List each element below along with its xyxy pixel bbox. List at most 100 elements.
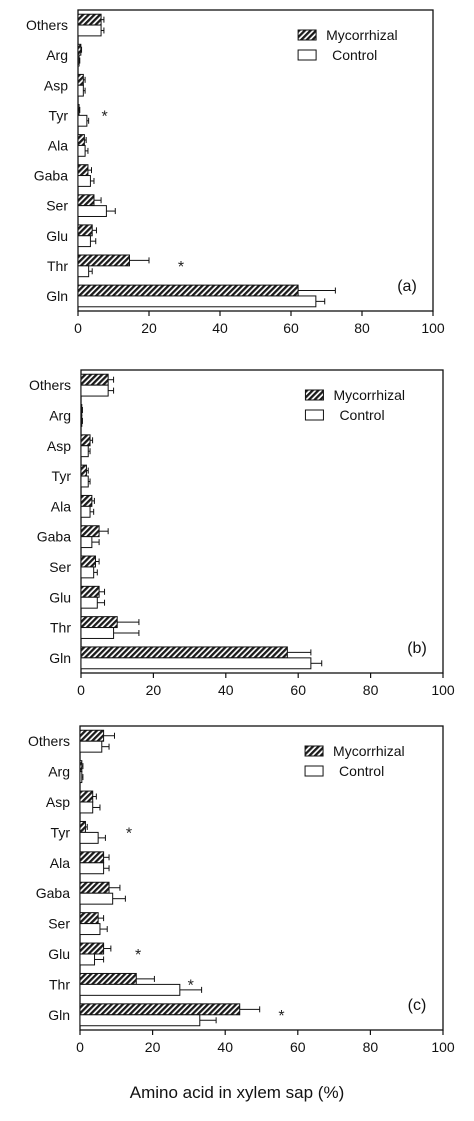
control-bar bbox=[80, 536, 93, 549]
control-bar bbox=[77, 54, 80, 67]
category-label: Thr bbox=[50, 620, 71, 636]
category-label: Glu bbox=[46, 228, 68, 244]
x-tick-label: 100 bbox=[421, 320, 445, 336]
category-label: Others bbox=[28, 733, 70, 749]
x-axis-title: Amino acid in xylem sap (%) bbox=[129, 1083, 345, 1102]
control-bar bbox=[80, 384, 109, 397]
control-bar bbox=[80, 596, 98, 609]
category-label: Gaba bbox=[37, 529, 71, 545]
significance-marker: * bbox=[126, 825, 132, 842]
control-bar bbox=[77, 114, 88, 127]
legend-swatch-mycorrhizal bbox=[304, 745, 324, 757]
panel-label: (b) bbox=[407, 640, 427, 657]
category-label: Ser bbox=[46, 198, 68, 214]
mycorrhizal-bar bbox=[79, 820, 86, 833]
mycorrhizal-bar bbox=[79, 972, 137, 985]
legend-label-mycorrhizal: Mycorrhizal bbox=[333, 387, 405, 403]
mycorrhizal-bar bbox=[80, 404, 83, 416]
x-tick-label: 60 bbox=[290, 682, 306, 698]
category-label: Others bbox=[26, 17, 68, 33]
mycorrhizal-bar bbox=[79, 760, 83, 773]
mycorrhizal-bar bbox=[77, 254, 130, 267]
legend-swatch-control bbox=[304, 765, 324, 777]
control-bar bbox=[79, 862, 105, 875]
x-tick-label: 100 bbox=[431, 1039, 455, 1055]
x-tick-label: 20 bbox=[145, 1039, 161, 1055]
mycorrhizal-bar bbox=[79, 942, 105, 955]
mycorrhizal-bar bbox=[80, 525, 100, 538]
x-tick-label: 60 bbox=[283, 320, 299, 336]
category-label: Asp bbox=[44, 77, 68, 93]
category-label: Tyr bbox=[51, 824, 71, 840]
mycorrhizal-bar bbox=[80, 373, 109, 386]
legend-label-control: Control bbox=[339, 407, 384, 423]
legend-swatch-control bbox=[304, 409, 324, 421]
legend-label-control: Control bbox=[339, 763, 384, 779]
control-bar bbox=[80, 657, 312, 670]
control-bar bbox=[77, 205, 107, 217]
control-bar bbox=[80, 566, 95, 579]
mycorrhizal-bar bbox=[77, 13, 102, 26]
x-tick-label: 80 bbox=[363, 682, 379, 698]
x-tick-label: 100 bbox=[431, 682, 455, 698]
control-bar bbox=[77, 24, 102, 37]
mycorrhizal-bar bbox=[79, 1003, 241, 1016]
category-label: Ala bbox=[48, 137, 68, 153]
mycorrhizal-bar bbox=[79, 851, 105, 864]
category-label: Gaba bbox=[36, 885, 70, 901]
category-label: Gln bbox=[49, 650, 71, 666]
control-bar bbox=[77, 175, 91, 187]
control-bar bbox=[79, 892, 114, 905]
control-bar bbox=[79, 983, 181, 996]
category-label: Glu bbox=[48, 946, 70, 962]
mycorrhizal-bar bbox=[80, 585, 100, 598]
mycorrhizal-bar bbox=[80, 434, 91, 447]
control-bar bbox=[80, 414, 83, 427]
control-bar bbox=[77, 295, 317, 308]
control-bar bbox=[79, 953, 96, 966]
category-label: Thr bbox=[47, 258, 68, 274]
x-tick-label: 0 bbox=[77, 682, 85, 698]
category-label: Gaba bbox=[34, 168, 68, 184]
control-bar bbox=[79, 771, 83, 784]
category-label: Arg bbox=[49, 407, 71, 423]
category-label: Ala bbox=[51, 498, 71, 514]
mycorrhizal-bar bbox=[77, 164, 89, 177]
control-bar bbox=[77, 265, 90, 278]
mycorrhizal-bar bbox=[80, 464, 87, 477]
significance-marker: * bbox=[102, 108, 108, 125]
panel-label: (a) bbox=[397, 278, 417, 295]
category-label: Ala bbox=[50, 855, 70, 871]
category-label: Glu bbox=[49, 589, 71, 605]
control-bar bbox=[79, 1014, 201, 1027]
mycorrhizal-bar bbox=[77, 134, 85, 146]
mycorrhizal-bar bbox=[77, 284, 299, 297]
category-label: Arg bbox=[48, 764, 70, 780]
mycorrhizal-bar bbox=[80, 616, 118, 629]
category-label: Ser bbox=[49, 559, 71, 575]
legend-swatch-control bbox=[297, 49, 317, 61]
mycorrhizal-bar bbox=[77, 224, 93, 237]
category-label: Thr bbox=[49, 976, 70, 992]
mycorrhizal-bar bbox=[79, 790, 94, 803]
control-bar bbox=[80, 475, 89, 488]
control-bar bbox=[79, 831, 99, 844]
significance-marker: * bbox=[135, 947, 141, 964]
control-bar bbox=[77, 144, 86, 157]
category-label: Asp bbox=[47, 438, 71, 454]
x-tick-label: 40 bbox=[217, 1039, 233, 1055]
mycorrhizal-bar bbox=[77, 43, 82, 56]
category-label: Tyr bbox=[52, 468, 72, 484]
x-tick-label: 80 bbox=[354, 320, 370, 336]
plot-frame bbox=[79, 725, 444, 1031]
significance-marker: * bbox=[188, 977, 194, 994]
category-label: Gln bbox=[46, 288, 68, 304]
mycorrhizal-bar bbox=[79, 912, 99, 925]
legend-swatch-mycorrhizal bbox=[304, 389, 324, 401]
category-label: Gln bbox=[48, 1007, 70, 1023]
mycorrhizal-bar bbox=[80, 555, 96, 568]
mycorrhizal-bar bbox=[77, 194, 95, 207]
mycorrhizal-bar bbox=[80, 646, 288, 659]
control-bar bbox=[79, 801, 94, 814]
x-tick-label: 40 bbox=[218, 682, 234, 698]
